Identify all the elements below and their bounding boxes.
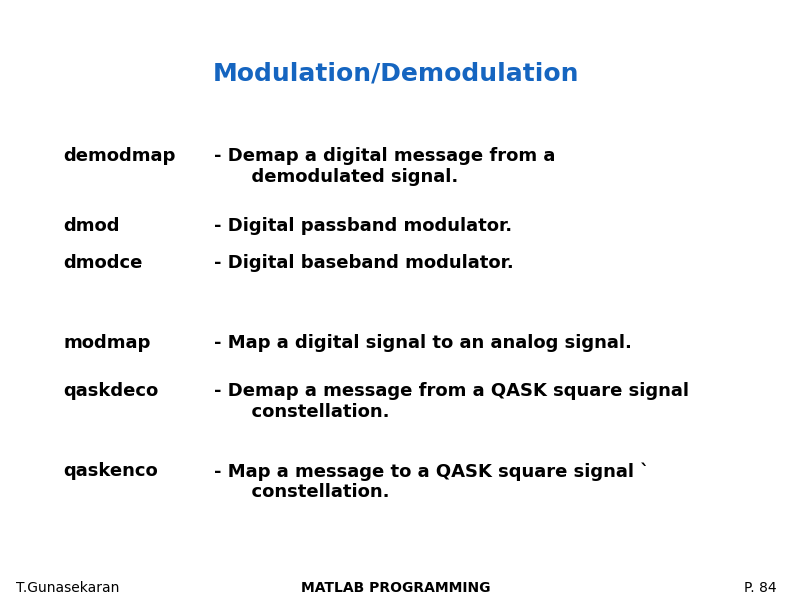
Text: - Demap a message from a QASK square signal
      constellation.: - Demap a message from a QASK square sig… <box>214 382 689 421</box>
Text: dmodce: dmodce <box>63 254 143 272</box>
Text: Modulation/Demodulation: Modulation/Demodulation <box>213 61 579 86</box>
Text: - Digital baseband modulator.: - Digital baseband modulator. <box>214 254 513 272</box>
Text: - Map a digital signal to an analog signal.: - Map a digital signal to an analog sign… <box>214 334 632 351</box>
Text: P. 84: P. 84 <box>744 581 776 594</box>
Text: qaskdeco: qaskdeco <box>63 382 158 400</box>
Text: - Demap a digital message from a
      demodulated signal.: - Demap a digital message from a demodul… <box>214 147 555 185</box>
Text: modmap: modmap <box>63 334 150 351</box>
Text: dmod: dmod <box>63 217 120 235</box>
Text: T.Gunasekaran: T.Gunasekaran <box>16 581 120 594</box>
Text: demodmap: demodmap <box>63 147 176 165</box>
Text: MATLAB PROGRAMMING: MATLAB PROGRAMMING <box>301 581 491 594</box>
Text: - Digital passband modulator.: - Digital passband modulator. <box>214 217 512 235</box>
Text: - Map a message to a QASK square signal `
      constellation.: - Map a message to a QASK square signal … <box>214 462 649 501</box>
Text: qaskenco: qaskenco <box>63 462 158 480</box>
